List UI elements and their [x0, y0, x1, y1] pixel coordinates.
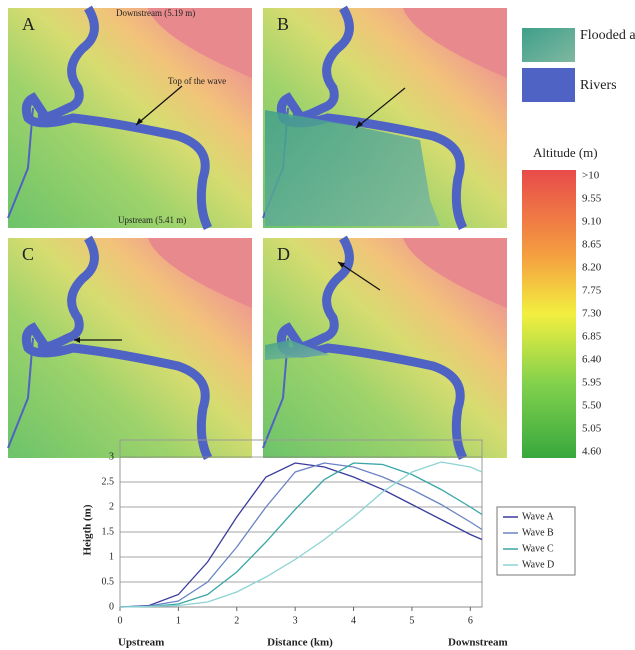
y-tick-label: 1.5	[102, 526, 115, 537]
y-tick-label: 3	[109, 451, 114, 462]
arrow	[135, 85, 183, 126]
series-line	[119, 462, 483, 608]
flooded-area	[265, 110, 440, 226]
colorbar-label: 7.30	[582, 308, 602, 320]
map-panels	[8, 8, 507, 458]
x-tick-label: 3	[293, 615, 298, 626]
legend-label: Wave C	[522, 543, 554, 554]
y-tick-label: 0.5	[102, 576, 115, 587]
x-axis-label: Distance (km)	[267, 637, 333, 649]
legend-label: Wave B	[522, 527, 554, 538]
annotation: Upstream (5.41 m)	[118, 215, 186, 225]
y-tick-label: 2.5	[102, 476, 115, 487]
x-tick-label: 0	[118, 615, 123, 626]
line-chart: 0 0.5 1 1.5 2 2.5 3 0 1 2 3 4 5 6 Heigth (m) Distance (…	[82, 439, 576, 649]
legend-label: Flooded area	[580, 28, 635, 43]
panel-label: A	[22, 14, 35, 34]
x-tick-label: 4	[351, 615, 356, 626]
colorbar-label: 6.40	[582, 354, 602, 366]
y-tick-label: 0	[109, 601, 114, 612]
colorbar	[522, 170, 576, 458]
x-tick-label: 1	[176, 615, 181, 626]
x-tick-label: 2	[234, 615, 239, 626]
colorbar-label: 8.65	[582, 239, 602, 251]
arrow	[355, 87, 406, 129]
panel-label: D	[277, 244, 290, 264]
annotation: Downstream (5.19 m)	[116, 8, 195, 18]
y-tick-label: 2	[109, 501, 114, 512]
colorbar-label: 8.20	[582, 262, 602, 274]
series-line	[119, 461, 483, 608]
legend-label: Wave A	[522, 511, 554, 522]
colorbar-label: 9.10	[582, 216, 602, 228]
arrow	[337, 261, 381, 291]
colorbar-title: Altitude (m)	[533, 145, 598, 160]
colorbar-label: 5.50	[582, 400, 602, 412]
panel-label: C	[22, 244, 34, 264]
flooded-area	[265, 340, 330, 360]
colorbar-label: 5.95	[582, 377, 602, 389]
colorbar-label: 4.60	[582, 446, 602, 458]
annotation: Top of the wave	[168, 76, 226, 86]
series-line	[119, 462, 483, 608]
legend-label: Wave D	[522, 559, 554, 570]
panel-label: B	[277, 14, 289, 34]
legend-box	[496, 506, 576, 576]
rivers-swatch	[522, 68, 575, 102]
y-axis-label: Heigth (m)	[82, 504, 94, 555]
right-label: Downstream	[448, 637, 508, 649]
x-tick-label: 6	[468, 615, 473, 626]
colorbar-label: 7.75	[582, 285, 602, 297]
left-label: Upstream	[118, 637, 164, 649]
legend-label: Rivers	[580, 78, 617, 93]
colorbar-labels: >10 9.55 9.10 8.65 8.20 7.75 7.30 6.85 6.40 5.95 5…	[582, 170, 602, 458]
colorbar-label: 9.55	[582, 193, 602, 205]
colorbar-label: >10	[582, 170, 600, 182]
x-tick-label: 5	[409, 615, 414, 626]
colorbar-label: 6.85	[582, 331, 602, 343]
colorbar-label: 5.05	[582, 423, 602, 435]
y-tick-label: 1	[109, 551, 114, 562]
flooded-swatch	[522, 28, 575, 62]
series-line	[119, 462, 483, 608]
